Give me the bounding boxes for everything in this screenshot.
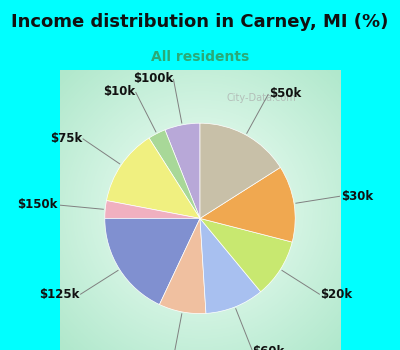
Wedge shape: [200, 167, 295, 242]
Wedge shape: [200, 218, 261, 313]
Wedge shape: [105, 218, 200, 304]
Text: $100k: $100k: [133, 72, 173, 85]
Wedge shape: [105, 201, 200, 218]
Text: $50k: $50k: [269, 87, 301, 100]
Wedge shape: [106, 138, 200, 218]
Text: Income distribution in Carney, MI (%): Income distribution in Carney, MI (%): [11, 13, 389, 32]
Text: All residents: All residents: [151, 50, 249, 64]
Text: City-Data.com: City-Data.com: [227, 93, 296, 103]
Text: $75k: $75k: [50, 132, 82, 145]
Wedge shape: [165, 123, 200, 218]
Wedge shape: [200, 218, 292, 292]
Text: $30k: $30k: [341, 190, 373, 203]
Wedge shape: [160, 218, 206, 314]
Text: $125k: $125k: [39, 288, 80, 301]
Text: $60k: $60k: [252, 345, 285, 350]
Wedge shape: [200, 123, 280, 218]
Text: $10k: $10k: [103, 85, 135, 98]
Text: $150k: $150k: [18, 198, 58, 211]
Text: $20k: $20k: [320, 288, 353, 301]
Wedge shape: [149, 130, 200, 218]
